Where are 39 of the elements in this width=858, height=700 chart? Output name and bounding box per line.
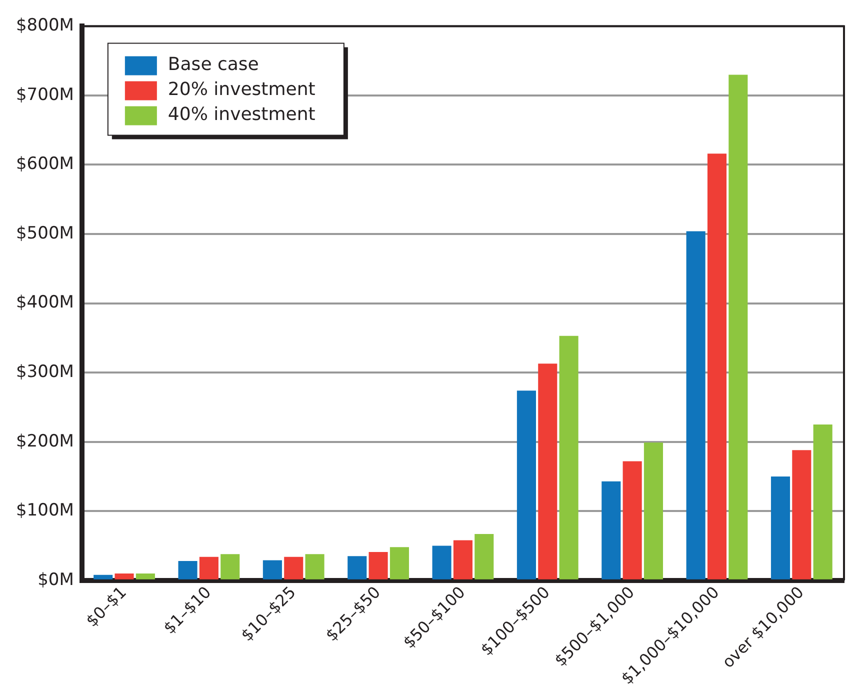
bar [305,554,324,580]
bar [432,546,452,580]
y-tick-label: $0M [38,570,74,590]
bar [220,554,240,580]
bar [178,561,198,580]
bar [114,573,134,580]
y-tick-label: $200M [16,431,74,452]
legend-label: 20% investment [168,78,316,100]
legend-label: 40% investment [168,104,316,125]
bar [728,74,748,580]
bar [262,560,282,580]
bar [453,540,472,580]
bar [792,450,812,580]
bar [348,556,367,580]
bar [368,552,388,580]
bar [813,424,832,580]
bar [94,574,113,580]
bar [644,442,664,580]
bar [622,461,642,580]
legend-label: Base case [168,54,259,75]
bar [199,556,218,580]
bar [686,231,706,580]
y-tick-label: $500M [16,223,74,244]
bar [770,476,790,580]
bar [602,481,621,580]
y-tick-label: $700M [16,84,74,105]
y-tick-label: $300M [16,362,74,382]
y-tick-label: $400M [16,292,74,313]
bar [136,573,155,580]
bar [474,534,494,580]
bar [707,154,727,580]
y-tick-label: $800M [16,16,74,36]
bar [284,556,304,580]
y-tick-label: $600M [16,154,74,174]
bar [516,390,536,580]
y-tick-label: $100M [16,500,74,521]
bar [538,364,558,580]
bar [390,547,409,580]
bar [559,336,578,580]
